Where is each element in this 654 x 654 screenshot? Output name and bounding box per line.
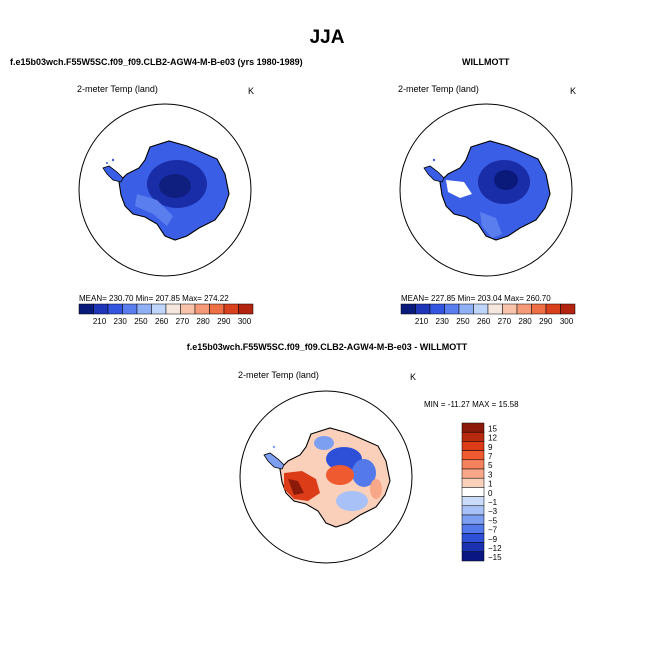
- obs-colorbar-box: [516, 303, 532, 315]
- model-colorbar-tick-label: 250: [134, 317, 148, 326]
- obs-peninsula: [423, 165, 445, 183]
- model-units-label: K: [248, 86, 255, 96]
- diff-colorbar-tick-label: −3: [488, 507, 498, 516]
- obs-colorbar-box: [502, 303, 518, 315]
- model-colorbar-box: [78, 303, 94, 315]
- diff-colorbar-tick-label: −5: [488, 516, 498, 525]
- diff-colorbar-box: [461, 523, 485, 534]
- model-colorbar: 210 230 250 260 270 280 290 300: [78, 303, 254, 326]
- model-colorbar-tick-label: 280: [196, 317, 210, 326]
- model-colorbar-box: [238, 303, 254, 315]
- diff-colorbar-tick-label: 15: [488, 424, 497, 433]
- model-colorbar-box: [136, 303, 152, 315]
- obs-colorbar-tick-label: 290: [539, 317, 553, 326]
- obs-variable-label: 2-meter Temp (land): [398, 84, 479, 94]
- diff-colorbar-tick-label: 5: [488, 461, 493, 470]
- diff-variable-label: 2-meter Temp (land): [238, 370, 319, 380]
- model-colorbar-box: [151, 303, 167, 315]
- diff-colorbar-box: [461, 514, 485, 525]
- model-colorbar-box: [93, 303, 109, 315]
- obs-panel-title: WILLMOTT: [462, 57, 510, 67]
- diff-colorbar-box: [461, 477, 485, 488]
- obs-colorbar-box: [545, 303, 561, 315]
- diff-colorbar-box: [461, 533, 485, 543]
- obs-colorbar-box: [473, 303, 489, 315]
- model-colorbar-tick-label: 300: [238, 317, 252, 326]
- model-polar-map: [78, 103, 252, 277]
- diff-colorbar-box: [461, 505, 485, 516]
- model-colorbar-tick-label: 230: [114, 317, 128, 326]
- model-colorbar-labels: 210 230 250 260 270 280 290 300: [93, 317, 252, 326]
- diff-colorbar-box: [461, 487, 485, 497]
- model-colorbar-tick-label: 210: [93, 317, 107, 326]
- model-colorbar-tick-label: 290: [217, 317, 231, 326]
- diff-colorbar-box: [461, 450, 485, 461]
- obs-colorbar-box: [531, 303, 547, 315]
- obs-units-label: K: [570, 86, 577, 96]
- model-colorbar-box: [209, 303, 225, 315]
- model-colorbar-box: [180, 303, 196, 315]
- obs-colorbar-tick-label: 260: [477, 317, 491, 326]
- obs-colorbar-tick-label: 250: [456, 317, 470, 326]
- season-title: JJA: [309, 27, 345, 48]
- obs-colorbar-box: [429, 303, 445, 315]
- obs-colorbar-box: [458, 303, 474, 315]
- diff-colorbar-tick-label: 1: [488, 480, 493, 489]
- obs-colorbar-box: [415, 303, 431, 315]
- diff-panel-title: f.e15b03wch.F55W5SC.f09_f09.CLB2-AGW4-M-…: [186, 342, 468, 352]
- model-colorbar-box: [165, 303, 181, 315]
- diff-colorbar-box: [461, 431, 485, 442]
- obs-colorbar-labels: 210 230 250 260 270 280 290 300: [415, 317, 574, 326]
- obs-colorbar-tick-label: 280: [518, 317, 532, 326]
- obs-colorbar-tick-label: 300: [560, 317, 574, 326]
- diff-colorbar-tick-label: −12: [488, 544, 502, 553]
- diff-units-label: K: [410, 372, 417, 382]
- diff-colorbar-tick-label: −7: [488, 526, 498, 535]
- diff-polar-map: [239, 390, 413, 564]
- obs-colorbar: 210 230 250 260 270 280 290 300: [400, 303, 576, 326]
- obs-colorbar-box: [487, 303, 503, 315]
- obs-polar-map: [399, 103, 573, 277]
- model-panel-title: f.e15b03wch.F55W5SC.f09_f09.CLB2-AGW4-M-…: [10, 57, 303, 67]
- diff-colorbar-tick-label: 0: [488, 489, 493, 498]
- diff-colorbar-box: [461, 551, 485, 562]
- model-colorbar-box: [194, 303, 210, 315]
- diff-colorbar-tick-label: 9: [488, 443, 493, 452]
- model-colorbar-box: [223, 303, 239, 315]
- diff-colorbar-tick-label: 12: [488, 434, 497, 443]
- diff-colorbar-box: [461, 542, 485, 553]
- obs-missing-shelf: [446, 180, 472, 198]
- obs-colorbar-tick-label: 210: [415, 317, 429, 326]
- diff-colorbar-tick-label: −1: [488, 498, 498, 507]
- model-colorbar-tick-label: 270: [176, 317, 190, 326]
- model-variable-label: 2-meter Temp (land): [77, 84, 158, 94]
- diff-colorbar-box: [461, 496, 485, 507]
- diff-colorbar-tick-label: 7: [488, 452, 493, 461]
- obs-colorbar-tick-label: 230: [436, 317, 450, 326]
- diff-colorbar-box: [461, 459, 485, 470]
- diff-colorbar-tick-label: 3: [488, 470, 493, 479]
- diff-colorbar-box: [461, 468, 485, 479]
- diff-stats: MIN = -11.27 MAX = 15.58: [424, 400, 519, 409]
- obs-colorbar-tick-label: 270: [498, 317, 512, 326]
- model-peninsula: [102, 165, 124, 183]
- obs-stats: MEAN= 227.85 Min= 203.04 Max= 260.70: [401, 294, 551, 303]
- diff-colorbar-box: [461, 422, 485, 433]
- obs-colorbar-box: [444, 303, 460, 315]
- model-stats: MEAN= 230.70 Min= 207.85 Max= 274.22: [79, 294, 229, 303]
- obs-colorbar-box: [560, 303, 576, 315]
- diff-colorbar-box: [461, 441, 485, 451]
- obs-colorbar-box: [400, 303, 416, 315]
- model-colorbar-box: [122, 303, 138, 315]
- model-colorbar-box: [107, 303, 123, 315]
- diff-colorbar-tick-label: −9: [488, 535, 498, 544]
- model-colorbar-tick-label: 260: [155, 317, 169, 326]
- diff-colorbar-tick-label: −15: [488, 553, 502, 562]
